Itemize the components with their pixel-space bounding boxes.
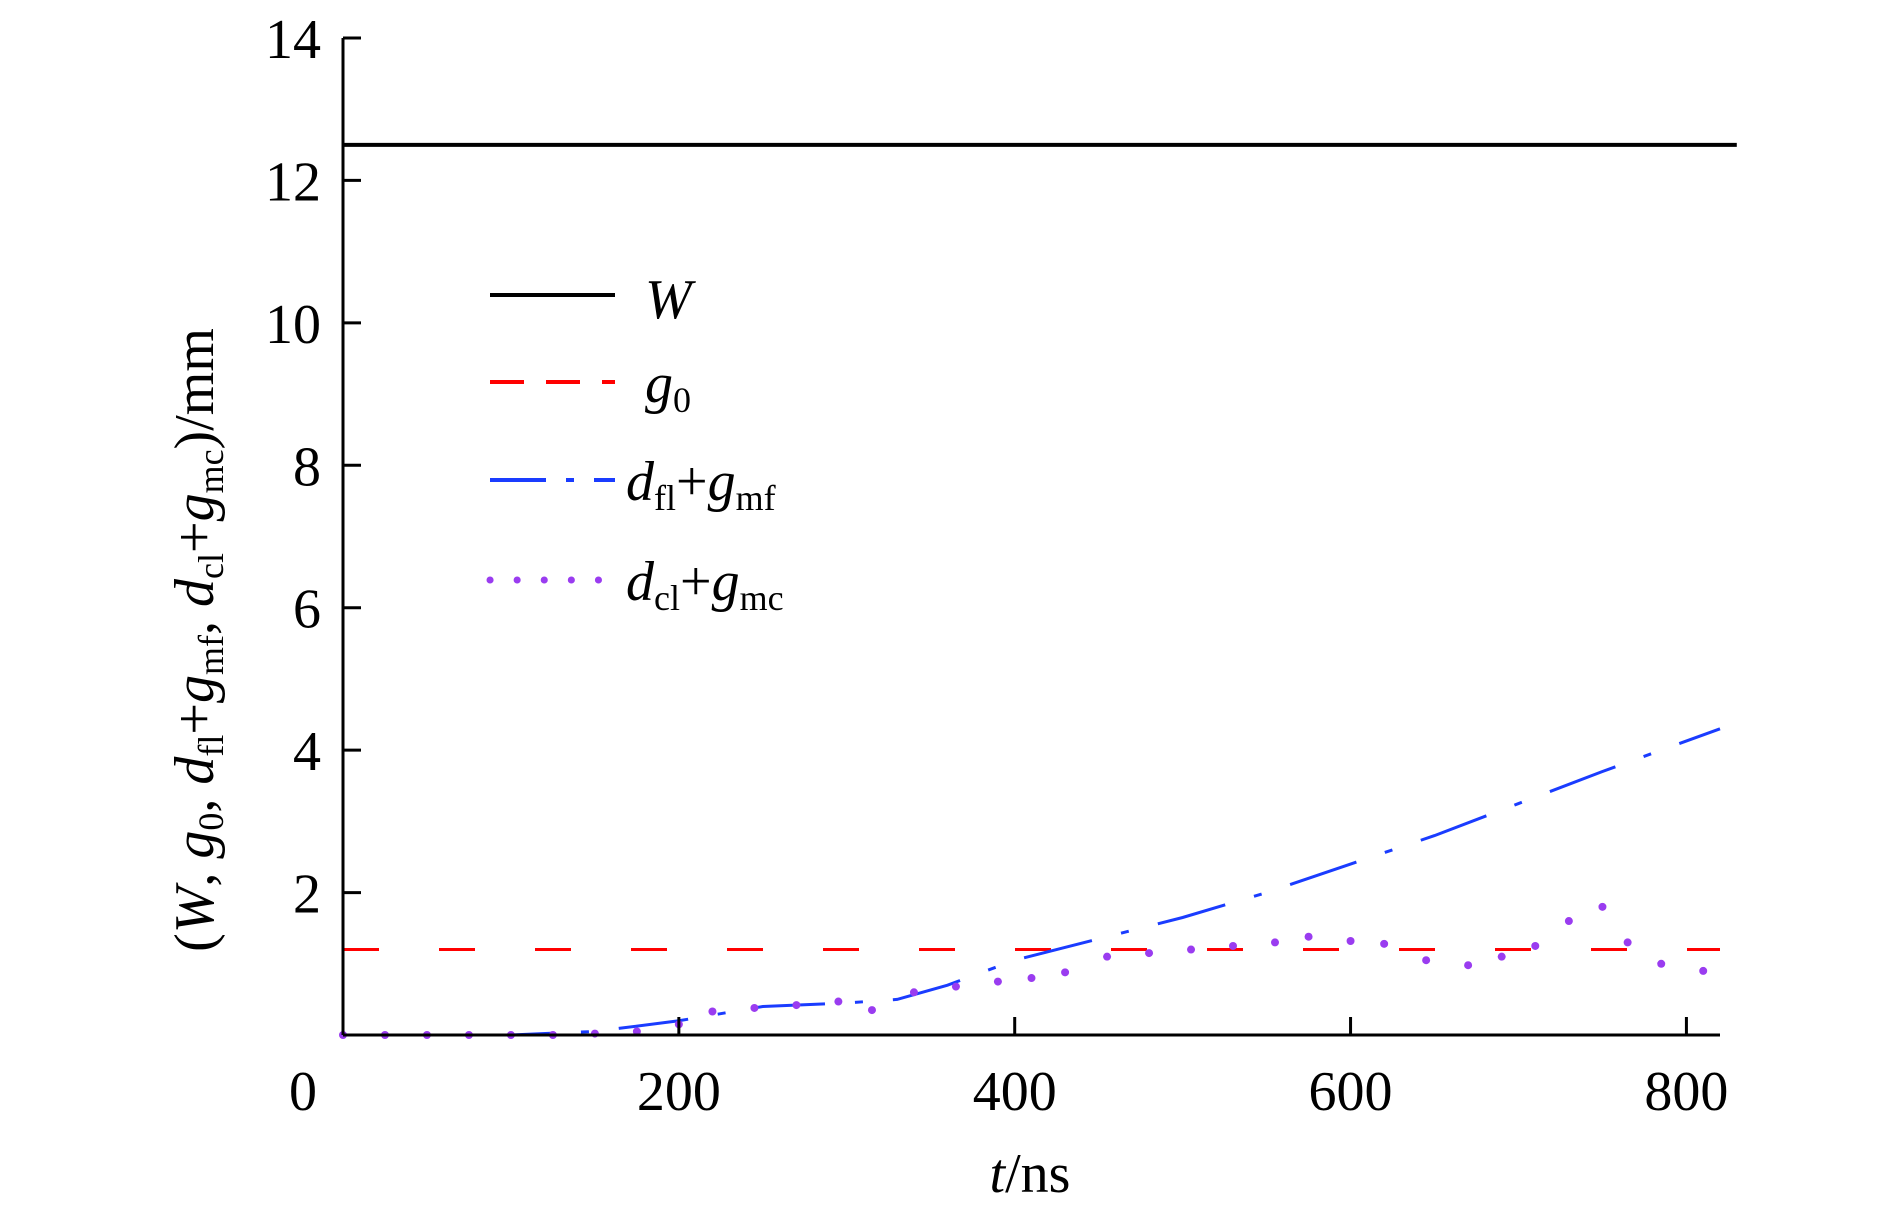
y-tick-label: 10 <box>265 294 321 356</box>
x-tick-label: 0 <box>289 1061 317 1123</box>
series-point-dcl-gmc <box>1531 941 1540 950</box>
legend-label-g0: g0 <box>645 353 691 420</box>
y-tick-label: 14 <box>265 9 321 71</box>
x-tick-label: 800 <box>1644 1061 1728 1123</box>
legend-label-W: W <box>645 269 696 331</box>
series-point-dcl-gmc <box>750 1003 759 1012</box>
series-point-dcl-gmc <box>1564 917 1573 926</box>
series-point-dcl-gmc <box>993 977 1002 986</box>
series-point-dcl-gmc <box>1061 968 1070 977</box>
legend-label-dfl-gmf: dfl+gmf <box>626 451 776 518</box>
series-point-dcl-gmc <box>1699 966 1708 975</box>
x-tick-label: 400 <box>973 1061 1057 1123</box>
series-point-dcl-gmc <box>1497 952 1506 961</box>
plot-area <box>339 142 1737 1039</box>
series-point-dcl-gmc <box>1027 974 1036 983</box>
series-point-dcl-gmc <box>632 1027 641 1036</box>
y-tick-label: 8 <box>293 436 321 498</box>
x-axis-title: t/ns <box>990 1143 1071 1205</box>
y-tick-label: 4 <box>293 721 321 783</box>
series-point-dcl-gmc <box>1598 902 1607 911</box>
series-point-dcl-gmc <box>1623 938 1632 947</box>
x-tick-label: 600 <box>1309 1061 1393 1123</box>
y-axis-title: (W, g0, dfl+gmf, dcl+gmc)/mm <box>164 328 231 952</box>
series-point-dcl-gmc <box>1464 961 1473 970</box>
y-tick-label: 6 <box>293 579 321 641</box>
y-tick-label: 2 <box>293 864 321 926</box>
series-point-dcl-gmc <box>792 1001 801 1010</box>
legend-label-dcl-gmc: dcl+gmc <box>626 551 784 618</box>
series-point-dcl-gmc <box>1229 941 1238 950</box>
series-point-dcl-gmc <box>1422 956 1431 965</box>
legend: W g0 dfl+gmf dcl+gmc <box>486 269 784 618</box>
series-point-dcl-gmc <box>708 1007 717 1016</box>
ticks: 0 200 400 600 800 2 4 6 8 10 12 14 <box>265 9 1728 1123</box>
x-tick-label: 200 <box>637 1061 721 1123</box>
y-tick-label: 12 <box>265 151 321 213</box>
series-point-dcl-gmc <box>1103 952 1112 961</box>
series-point-dcl-gmc <box>1145 949 1154 958</box>
series-point-dcl-gmc <box>951 982 960 991</box>
series-point-dcl-gmc <box>834 997 843 1006</box>
series-line-dfl-gmf <box>343 727 1721 1037</box>
series-point-dcl-gmc <box>1380 939 1389 948</box>
series-point-dcl-gmc <box>1657 959 1666 968</box>
series-point-dcl-gmc <box>1270 938 1279 947</box>
series-point-dcl-gmc <box>1346 936 1355 945</box>
series-point-dcl-gmc <box>1187 945 1196 954</box>
series-point-dcl-gmc <box>867 1006 876 1015</box>
series-point-dcl-gmc <box>1304 932 1313 941</box>
series-point-dcl-gmc <box>909 988 918 997</box>
